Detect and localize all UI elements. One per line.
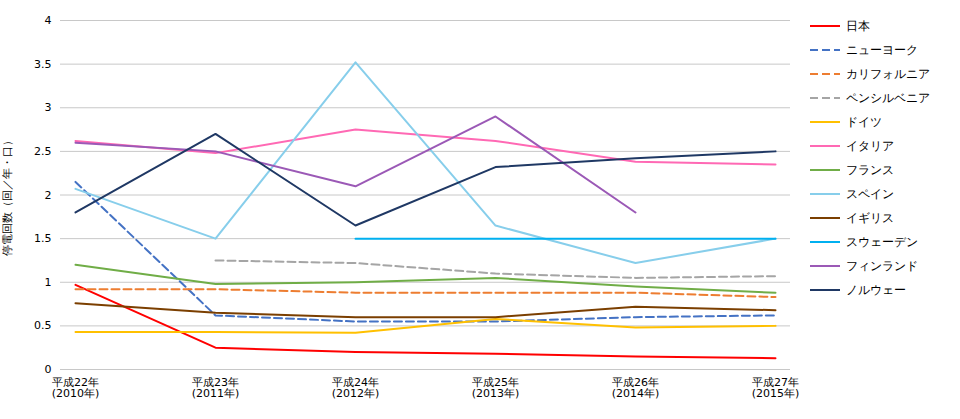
- svg-text:4: 4: [45, 14, 52, 27]
- svg-text:平成24年(2012年): 平成24年(2012年): [332, 376, 380, 400]
- svg-text:0: 0: [45, 363, 52, 376]
- html-text:イタリア: イタリア: [846, 138, 894, 153]
- html-text:スウェーデン: スウェーデン: [846, 234, 918, 249]
- svg-text:平成25年(2013年): 平成25年(2013年): [472, 376, 520, 400]
- html-text:イギリス: イギリス: [846, 210, 894, 225]
- html-text:日本: 日本: [846, 18, 870, 33]
- html-text:ドイツ: ドイツ: [846, 114, 882, 129]
- html-text:ノルウェー: ノルウェー: [846, 282, 906, 297]
- svg-text:平成26年(2014年): 平成26年(2014年): [612, 376, 660, 400]
- svg-text:平成23年(2011年): 平成23年(2011年): [192, 376, 240, 400]
- svg-text:停電回数（回／年・口）: 停電回数（回／年・口）: [1, 135, 14, 256]
- html-text:ペンシルベニア: ペンシルベニア: [846, 90, 930, 105]
- html-text:ニューヨーク: ニューヨーク: [846, 42, 918, 57]
- svg-text:2.5: 2.5: [34, 145, 52, 158]
- svg-text:3: 3: [45, 101, 52, 114]
- html-text:フランス: フランス: [846, 162, 894, 177]
- svg-text:0.5: 0.5: [34, 319, 52, 332]
- svg-text:2: 2: [45, 189, 52, 202]
- svg-text:1.5: 1.5: [34, 232, 52, 245]
- svg-text:平成22年(2010年): 平成22年(2010年): [52, 376, 100, 400]
- svg-text:平成27年(2015年): 平成27年(2015年): [752, 376, 800, 400]
- html-text:カリフォルニア: カリフォルニア: [846, 66, 930, 81]
- html-text:フィンランド: フィンランド: [846, 258, 918, 273]
- svg-text:3.5: 3.5: [34, 58, 52, 71]
- html-text:スペイン: スペイン: [846, 186, 894, 201]
- svg-text:1: 1: [45, 276, 52, 289]
